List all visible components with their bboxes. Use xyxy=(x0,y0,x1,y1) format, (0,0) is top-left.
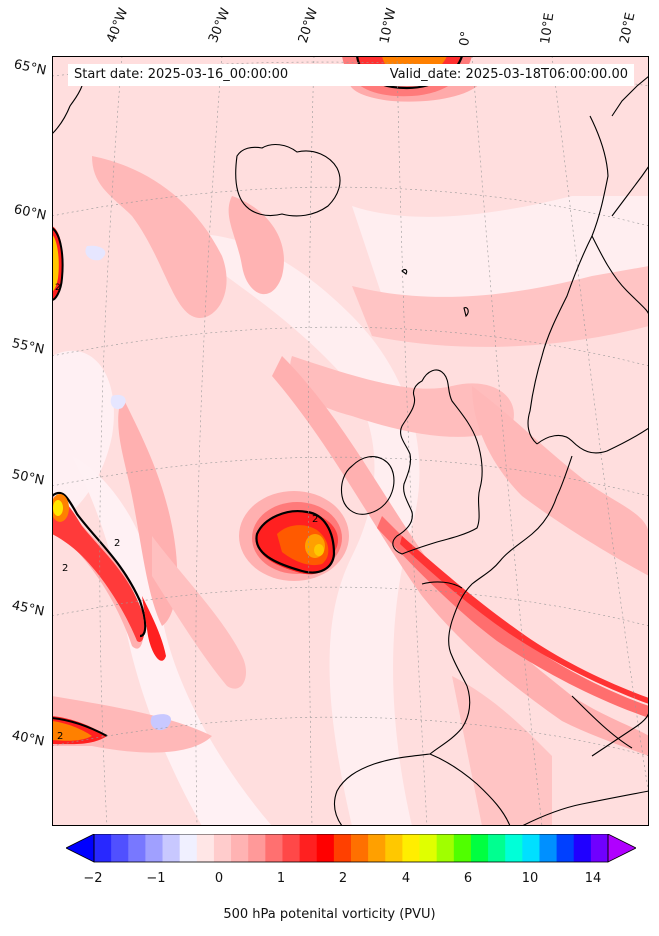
svg-text:2: 2 xyxy=(114,538,120,549)
lat-label-45n: 45°N xyxy=(10,598,46,620)
colorbar-cell xyxy=(351,834,369,862)
colorbar-cell xyxy=(556,834,575,862)
colorbar-cell xyxy=(573,834,592,862)
iceland xyxy=(235,143,341,217)
lon-label-40w: 40°W xyxy=(104,6,132,45)
colorbar-cell xyxy=(402,834,421,862)
colorbar-tick: 2 xyxy=(338,871,348,886)
colorbar-cell xyxy=(248,834,266,862)
colorbar-cell xyxy=(196,834,215,862)
colorbar-cell xyxy=(419,834,438,862)
lon-label-10w: 10°W xyxy=(377,6,400,45)
great-britain xyxy=(392,369,483,555)
ireland xyxy=(340,456,395,515)
colorbar-cell xyxy=(539,834,558,862)
graticule xyxy=(52,56,649,826)
contour-label: 2 xyxy=(312,514,318,525)
colorbar-cell xyxy=(470,834,489,862)
map-panel: 2 2 2 2 2 xyxy=(52,56,649,826)
pv-map: 2 2 2 2 2 xyxy=(52,56,649,826)
colorbar-cell xyxy=(436,834,455,862)
pv-band xyxy=(92,156,227,318)
colorbar-cell xyxy=(282,834,301,862)
colorbar-cell xyxy=(316,834,335,862)
svg-text:2: 2 xyxy=(62,563,68,574)
colorbar-cell xyxy=(94,834,112,862)
colorbar-tick: 10 xyxy=(521,871,539,886)
lon-label-20w: 20°W xyxy=(295,6,322,45)
colorbar-tick: −1 xyxy=(146,871,166,886)
colorbar-tick: 4 xyxy=(401,871,411,886)
colorbar-cell xyxy=(213,834,232,862)
colorbar-cell xyxy=(453,834,472,862)
colorbar-cell xyxy=(488,834,506,862)
colorbar-max-extend xyxy=(607,834,636,863)
colorbar-cell xyxy=(505,834,523,862)
lat-label-65n: 65°N xyxy=(12,57,48,79)
colorbar-cell xyxy=(299,834,318,862)
map-frame xyxy=(52,56,649,826)
colorbar-tick: 0 xyxy=(214,871,224,886)
lat-label-55n: 55°N xyxy=(10,336,46,358)
colorbar-cell xyxy=(231,834,249,862)
lon-label-20e: 20°E xyxy=(617,11,639,46)
lon-label-0: 0° xyxy=(457,30,475,47)
colorbar-tick: −2 xyxy=(83,871,103,886)
colorbar-cell xyxy=(265,834,283,862)
colorbar-cell xyxy=(333,834,352,862)
coastlines xyxy=(52,75,649,826)
colorbar-tick: 1 xyxy=(276,871,286,886)
colorbar-tick: 6 xyxy=(463,871,473,886)
lat-label-60n: 60°N xyxy=(12,202,48,224)
valid-date: Valid_date: 2025-03-18T06:00:00.00 xyxy=(389,67,628,82)
lon-label-30w: 30°W xyxy=(206,6,234,45)
date-header: Start date: 2025-03-16_00:00:00 Valid_da… xyxy=(68,64,634,86)
colorbar-cell xyxy=(368,834,386,862)
lon-label-10e: 10°E xyxy=(538,11,558,45)
colorbar-tick: 14 xyxy=(584,871,602,886)
lat-label-50n: 50°N xyxy=(10,467,46,489)
svg-text:2: 2 xyxy=(55,283,61,293)
lat-label-40n: 40°N xyxy=(10,728,46,750)
colorbar-cell xyxy=(522,834,540,862)
colorbar xyxy=(66,834,636,863)
colorbar-cell xyxy=(128,834,146,862)
start-date: Start date: 2025-03-16_00:00:00 xyxy=(74,67,289,82)
colorbar-cell xyxy=(179,834,198,862)
colorbar-label: 500 hPa potenital vorticity (PVU) xyxy=(223,907,436,922)
colorbar-cell xyxy=(111,834,129,862)
colorbar-cell xyxy=(590,834,609,862)
colorbar-cell xyxy=(162,834,181,862)
colorbar-cell xyxy=(145,834,164,862)
pv-filament xyxy=(272,356,649,756)
colorbar-min-extend xyxy=(66,834,95,863)
colorbar-cell xyxy=(385,834,403,862)
svg-text:2: 2 xyxy=(57,731,63,742)
